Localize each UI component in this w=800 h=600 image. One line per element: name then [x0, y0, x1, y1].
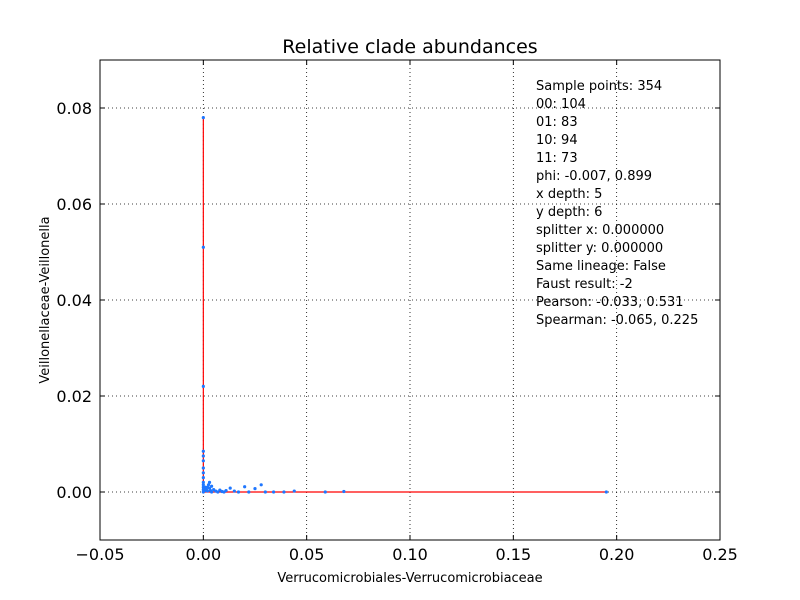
stats-line: y depth: 6 [536, 205, 602, 220]
y-axis-label: Veillonellaceae-Veillonella [38, 216, 53, 383]
data-point [201, 459, 205, 463]
data-point [201, 471, 205, 475]
stats-annotation: Sample points: 354 00: 104 01: 83 10: 94 11:… [536, 79, 698, 328]
x-tick-label: 0.05 [289, 545, 325, 564]
stats-line: 10: 94 [536, 133, 578, 148]
y-tick-label: 0.02 [56, 387, 92, 406]
data-point [201, 454, 205, 458]
data-point [604, 490, 608, 494]
stats-line: phi: -0.007, 0.899 [536, 169, 652, 184]
data-point [282, 490, 286, 494]
data-points [201, 116, 608, 494]
data-point [201, 384, 205, 388]
stats-line: 01: 83 [536, 115, 578, 130]
data-point [206, 483, 211, 487]
data-point [224, 488, 228, 493]
data-point [201, 449, 205, 453]
stats-line: 11: 73 [536, 151, 578, 166]
data-point [263, 490, 267, 494]
data-point [342, 489, 346, 494]
x-axis-label: Verrucomicrobiales-Verrucomicrobiaceae [277, 571, 542, 586]
data-point [201, 483, 205, 487]
stats-line: splitter x: 0.000000 [536, 223, 664, 238]
data-point [259, 483, 263, 487]
data-point [243, 485, 247, 489]
x-tick-label: 0.25 [702, 545, 738, 564]
chart-title: Relative clade abundances [282, 36, 537, 58]
y-tick-labels: 0.00 0.02 0.04 0.06 0.08 [56, 99, 92, 502]
data-point [253, 487, 257, 491]
data-point [247, 490, 251, 494]
data-point [207, 486, 212, 490]
data-point [236, 490, 241, 494]
data-point [205, 489, 210, 493]
y-tick-label: 0.08 [56, 99, 92, 118]
stats-line: x depth: 5 [536, 187, 602, 202]
data-point [228, 486, 232, 490]
data-point [201, 466, 205, 470]
data-point [201, 245, 205, 249]
stats-line: Same lineage: False [536, 259, 666, 274]
reference-lines [202, 117, 607, 493]
data-point [232, 489, 236, 493]
y-tick-label: 0.06 [56, 195, 92, 214]
x-tick-label: 0.00 [186, 545, 222, 564]
data-point [292, 489, 296, 493]
stats-line: Faust result: -2 [536, 277, 633, 292]
data-point [201, 476, 205, 480]
stats-line: splitter y: 0.000000 [536, 241, 663, 256]
x-tick-labels: −0.05 0.00 0.05 0.10 0.15 0.20 0.25 [75, 545, 737, 564]
x-tick-label: −0.05 [75, 545, 124, 564]
stats-line: 00: 104 [536, 97, 586, 112]
x-tick-label: 0.20 [599, 545, 635, 564]
data-point [210, 490, 214, 494]
data-point [216, 490, 220, 494]
data-point [323, 490, 327, 494]
data-point [201, 480, 205, 484]
y-tick-label: 0.04 [56, 291, 92, 310]
x-tick-label: 0.15 [496, 545, 532, 564]
stats-line: Pearson: -0.033, 0.531 [536, 295, 684, 310]
data-point [201, 116, 205, 120]
y-tick-label: 0.00 [56, 483, 92, 502]
axis-ticks [99, 60, 721, 540]
stats-line: Sample points: 354 [536, 79, 662, 94]
data-point [207, 480, 212, 484]
data-point [272, 490, 276, 494]
data-point [210, 484, 214, 488]
x-tick-label: 0.10 [392, 545, 428, 564]
stats-line: Spearman: -0.065, 0.225 [536, 313, 698, 328]
